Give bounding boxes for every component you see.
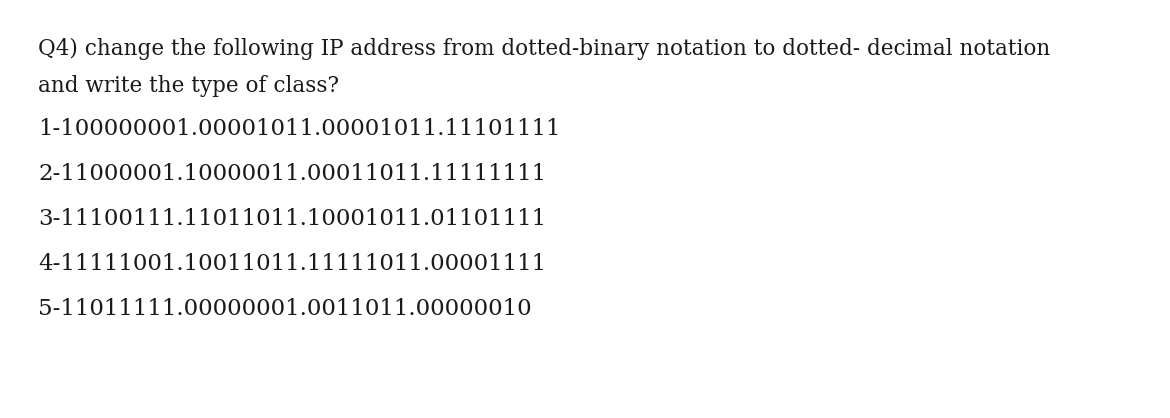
- Text: 1-100000001.00001011.00001011.11101111: 1-100000001.00001011.00001011.11101111: [37, 118, 560, 140]
- Text: 5-11011111.00000001.0011011.00000010: 5-11011111.00000001.0011011.00000010: [37, 298, 531, 320]
- Text: 4-11111001.10011011.11111011.00001111: 4-11111001.10011011.11111011.00001111: [37, 253, 546, 275]
- Text: and write the type of class?: and write the type of class?: [37, 75, 339, 97]
- Text: 3-11100111.11011011.10001011.01101111: 3-11100111.11011011.10001011.01101111: [37, 208, 546, 230]
- Text: 2-11000001.10000011.00011011.11111111: 2-11000001.10000011.00011011.11111111: [37, 163, 546, 185]
- Text: Q4) change the following IP address from dotted-binary notation to dotted- decim: Q4) change the following IP address from…: [37, 38, 1051, 60]
